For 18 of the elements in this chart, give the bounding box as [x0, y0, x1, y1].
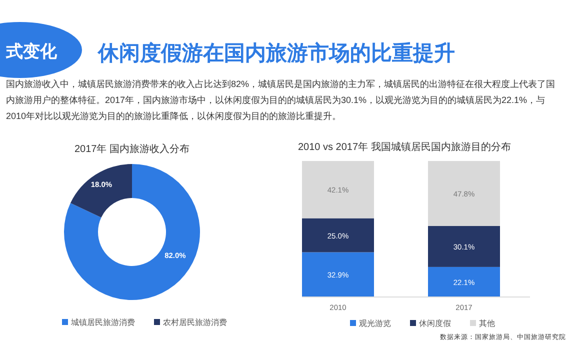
legend-label: 农村居民旅游消费: [163, 318, 227, 327]
donut-slice: [64, 164, 200, 300]
bar: [428, 226, 500, 267]
legend-label: 城镇居民旅游消费: [70, 318, 135, 327]
bar: [302, 218, 374, 252]
legend-label: 休闲度假: [419, 319, 451, 328]
text: 休闲度假游在国内旅游市场的比重提升: [97, 41, 455, 65]
legend-label: 其他: [479, 319, 495, 328]
bar: [302, 161, 374, 218]
legend-label: 观光游览: [359, 319, 391, 328]
bar: [428, 161, 500, 226]
bar: [428, 266, 500, 297]
chart-title: 2010 vs 2017年 我国城镇居民国内旅游目的分布: [298, 141, 511, 153]
chart-title: 2017年 国内旅游收入分布: [74, 143, 190, 155]
text: 式变化: [5, 42, 58, 61]
donut-slice: [70, 164, 132, 218]
bar: [302, 252, 374, 297]
text: 国内旅游收入中，城镇居民旅游消费带来的收入占比达到82%，城镇居民是国内旅游的主力军，城镇居民的出游特征在很大程度上代表了国内旅游用户的整体特征。2017年，国内旅游市场中，以休闲度假为目的的城镇居民为30.1%，以观光游览为目的的城镇居民为22.1%，与2010年对比以观光游览为目的的旅游比重降低，以休闲度假为目的的旅游比重提升。: [6, 78, 556, 123]
